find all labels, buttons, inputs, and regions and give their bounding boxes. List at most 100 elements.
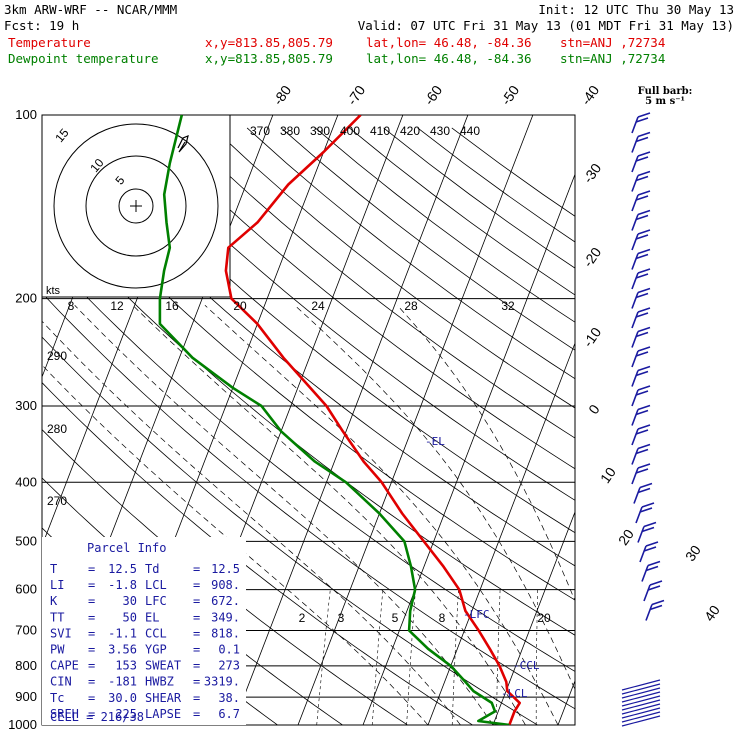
dry-adiabat	[451, 127, 575, 217]
pressure-tick-label: 300	[15, 398, 37, 413]
parcel-info-title: Parcel Info	[87, 541, 166, 555]
parcel-label: LAPSE	[145, 707, 181, 721]
parcel-eq: =	[88, 562, 95, 576]
isotherm-label: -60	[421, 82, 446, 108]
valid-time: Valid: 07 UTC Fri 31 May 13 (01 MDT Fri …	[358, 18, 734, 33]
temperature-latlon: lat,lon= 46.48, -84.36	[366, 35, 532, 50]
wind-barb	[621, 699, 661, 711]
moist-adiabat	[42, 320, 461, 725]
parcel-value: 12.5	[108, 562, 137, 576]
theta-label: 380	[280, 124, 300, 138]
parcel-value: -1.1	[108, 626, 137, 640]
mixing-ratio-line	[496, 589, 501, 725]
parcel-value: 349.	[211, 610, 240, 624]
parcel-eq: =	[193, 562, 200, 576]
parcel-value: 30	[123, 594, 137, 608]
speed-tick-label: 28	[404, 299, 418, 313]
parcel-label: YGP	[145, 643, 167, 657]
wind-barb	[631, 248, 651, 270]
wind-barb	[633, 482, 653, 504]
wind-barb	[631, 287, 651, 309]
wind-barb	[631, 346, 651, 368]
pressure-tick-label: 100	[15, 107, 37, 122]
parcel-value: 38.	[218, 691, 240, 705]
isotherm-label: 40	[701, 602, 723, 624]
wind-barb	[631, 385, 651, 407]
wind-barb	[631, 307, 651, 329]
dry-adiabat	[383, 127, 575, 269]
parcel-info-panel: Parcel Info T = 12.5 Td = 12.5 LI = -1.8 LCL = 908.…	[42, 537, 246, 725]
parcel-label: EL	[145, 610, 159, 624]
sounding-profiles	[158, 115, 522, 725]
parcel-eq: =	[88, 707, 95, 721]
pressure-tick-label: 200	[15, 291, 37, 306]
parcel-eq: =	[88, 594, 95, 608]
isotherm-label: -30	[580, 160, 605, 186]
wind-barb	[621, 691, 661, 703]
dewpoint-xy: x,y=813.85,805.79	[205, 51, 333, 66]
parcel-label: K	[50, 594, 58, 608]
wind-barb	[631, 131, 651, 153]
theta-label: 370	[250, 124, 270, 138]
wind-barb	[631, 229, 651, 251]
dry-adiabat	[42, 249, 575, 672]
moist-adiabat	[397, 304, 575, 602]
level-marker: -LCL	[501, 687, 528, 700]
wind-barb	[621, 703, 661, 715]
dry-adiabat	[42, 166, 575, 601]
dry-adiabat	[76, 127, 575, 534]
hodograph-ring	[118, 188, 154, 224]
speed-tick-label: 16	[165, 299, 179, 313]
moist-adiabat	[294, 304, 575, 691]
wind-barb	[621, 715, 661, 727]
wind-barb	[621, 679, 661, 691]
isotherm-label: -10	[580, 324, 605, 350]
mixing-ratio-label: 8	[439, 611, 446, 625]
mixing-ratio-line	[587, 590, 589, 725]
speed-tick-label: 24	[311, 299, 325, 313]
parcel-label: T	[50, 562, 57, 576]
parcel-eq: =	[88, 610, 95, 624]
dry-adiabat	[42, 382, 474, 725]
parcel-label: SREH	[50, 707, 79, 721]
pressure-tick-label: 600	[15, 582, 37, 597]
parcel-eq: =	[193, 594, 200, 608]
theta-label: 420	[400, 124, 420, 138]
parcel-value: 908.	[211, 578, 240, 592]
wind-barbs	[621, 112, 665, 727]
isotherm-label: 10	[597, 464, 619, 486]
wind-barb	[631, 268, 651, 290]
parcel-eq: =	[88, 691, 95, 705]
level-marker: -EL	[425, 435, 445, 448]
isotherm-label: -20	[580, 244, 605, 270]
isotherm-line	[362, 173, 575, 725]
speed-tick-label: 32	[501, 299, 515, 313]
parcel-label: LFC	[145, 594, 167, 608]
model-title: 3km ARW-WRF -- NCAR/MMM	[4, 2, 177, 17]
dry-adiabat	[246, 127, 575, 380]
parcel-value: 153	[115, 659, 137, 673]
isotherm-label: 20	[615, 526, 637, 548]
wind-barb	[635, 502, 655, 524]
isotherm-label: -70	[344, 82, 369, 108]
dry-adiabat	[42, 292, 575, 710]
pressure-tick-label: 500	[15, 533, 37, 548]
theta-left-label: 290	[47, 349, 67, 363]
forecast-hour: Fcst: 19 h	[4, 18, 79, 33]
wind-barb	[631, 190, 651, 212]
wind-barb	[621, 711, 661, 723]
parcel-value: 50	[123, 610, 137, 624]
isotherm-line	[297, 115, 534, 725]
wind-barb	[631, 209, 651, 231]
wind-barb	[621, 695, 661, 707]
parcel-value: 225	[115, 707, 137, 721]
dewpoint-legend: Dewpoint temperature	[8, 51, 159, 66]
parcel-label: SWEAT	[145, 659, 181, 673]
wind-barb	[631, 443, 651, 465]
temperature-profile	[224, 115, 522, 725]
wind-barb	[645, 599, 665, 621]
pressure-tick-label: 900	[15, 689, 37, 704]
parcel-label: PW	[50, 643, 65, 657]
